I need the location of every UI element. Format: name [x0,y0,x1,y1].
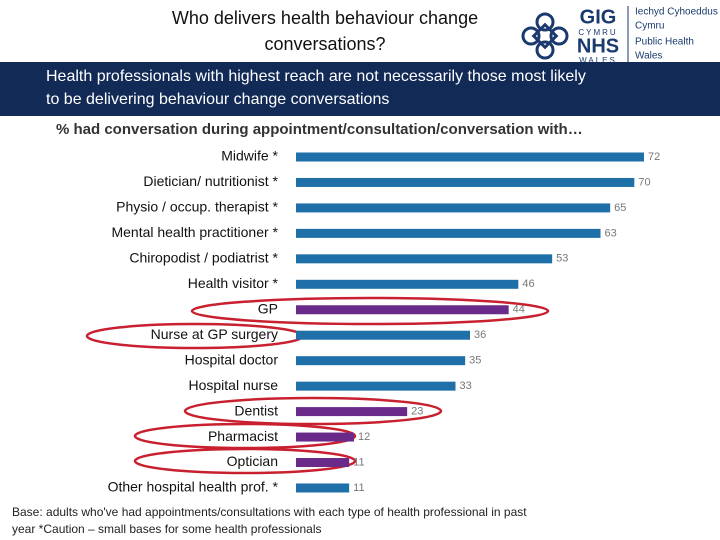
value-label: 44 [513,304,525,316]
category-label: Hospital nurse [189,377,279,393]
value-label: 46 [522,278,534,290]
value-label: 70 [638,176,650,188]
bar [296,356,466,366]
banner [0,62,720,116]
bar [296,305,509,315]
highlight-ring [183,396,443,426]
category-label: Dietician/ nutritionist * [143,173,278,189]
highlight-ring [133,447,357,475]
logo-knot [521,12,569,60]
value-label: 36 [474,329,486,341]
bar [296,152,644,162]
bar [296,177,635,187]
category-label: Hospital doctor [185,351,279,367]
category-label: Midwife * [221,148,278,164]
bar [296,254,553,264]
logo-text: Cymru [635,21,664,32]
highlight-ring [190,296,550,326]
value-label: 35 [469,355,481,367]
slide-title: Who delivers health behaviour change [172,8,478,28]
category-label: Other hospital health prof. * [108,479,279,495]
value-label: 63 [605,227,617,239]
value-label: 23 [411,406,423,418]
logo-text: Public Health [635,37,694,48]
bar [296,432,354,442]
bar [296,279,519,289]
bar [296,458,350,468]
footnote: Base: adults who've had appointments/con… [12,505,527,519]
value-label: 11 [353,482,364,494]
bar [296,228,601,238]
logo-text: Wales [635,51,662,62]
category-label: Dentist [234,402,278,418]
bar [296,203,611,213]
category-label: Physio / occup. therapist * [116,199,278,215]
bar [296,483,350,493]
logo: GIG CYMRU NHS WALES Iechyd Cyhoeddus Cym… [521,6,718,65]
chart-title: % had conversation during appointment/co… [56,121,583,138]
category-label: GP [258,300,278,316]
logo-text: WALES [579,56,617,65]
banner-text: Health professionals with highest reach … [46,68,586,85]
logo-text: CYMRU [578,28,617,37]
slide-title: conversations? [264,34,385,54]
logo-text: NHS [577,35,619,57]
logo-text: Iechyd Cyhoeddus [635,7,718,18]
banner-text: to be delivering behaviour change conver… [46,91,389,108]
bar [296,407,408,417]
logo-text: GIG [580,6,617,28]
value-label: 33 [460,380,472,392]
value-label: 72 [648,151,660,163]
category-label: Pharmacist [208,428,278,444]
bar [296,330,470,340]
footnote: year *Caution – small bases for some hea… [12,522,322,536]
category-label: Chiropodist / podiatrist * [129,250,278,266]
value-label: 65 [614,202,626,214]
bar [296,381,456,391]
value-label: 12 [358,431,370,443]
category-label: Health visitor * [188,275,279,291]
value-label: 53 [556,253,568,265]
category-label: Nurse at GP surgery [151,326,278,342]
category-label: Mental health practitioner * [111,224,278,240]
value-label: 11 [353,456,364,468]
category-label: Optician [227,453,278,469]
